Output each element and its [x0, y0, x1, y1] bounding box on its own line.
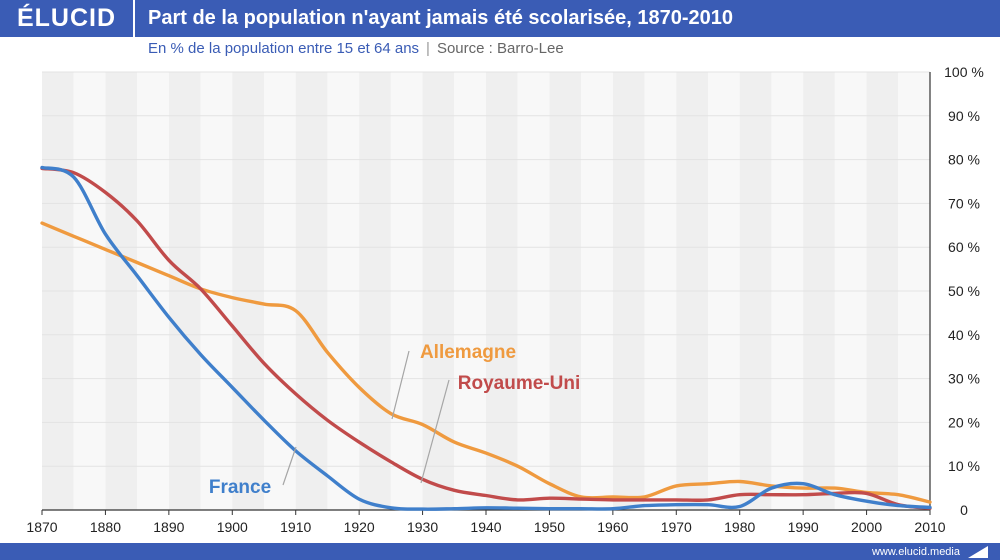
- subtitle-separator: |: [426, 39, 430, 57]
- x-tick-label: 1960: [597, 519, 628, 535]
- x-tick-label: 2010: [914, 519, 945, 535]
- source-text: Source : Barro-Lee: [436, 39, 564, 57]
- x-tick-label: 1880: [90, 519, 121, 535]
- x-tick-label: 1940: [470, 519, 501, 535]
- line-chart: 1870 1880 1890 1900 1910 1920 1930 1940 1950 1960…: [26, 64, 984, 535]
- y-tick-label: 100 %: [944, 64, 984, 80]
- leader-line-royaume-uni: [420, 379, 450, 484]
- series-lines: [40, 165, 932, 511]
- x-tick-label: 1970: [661, 519, 692, 535]
- x-tick-label: 1990: [788, 519, 819, 535]
- x-tick-label: 1950: [534, 519, 565, 535]
- y-tick-label: 70 %: [948, 195, 980, 211]
- elucid-mark-icon: [968, 546, 988, 558]
- y-tick-label: 80 %: [948, 152, 980, 168]
- x-tick-labels: 1870 1880 1890 1900 1910 1920 1930 1940 1950 1960…: [26, 510, 946, 535]
- x-tick-label: 1980: [724, 519, 755, 535]
- x-tick-label: 1910: [280, 519, 311, 535]
- subtitle-text: En % de la population entre 15 et 64 ans: [148, 39, 420, 57]
- y-tick-label: 60 %: [948, 239, 980, 255]
- y-tick-label: 10 %: [948, 458, 980, 474]
- gridlines: [42, 71, 930, 467]
- series-label-royaume-uni: Royaume-Uni: [458, 373, 580, 394]
- series-line-royaume-uni: [40, 166, 932, 510]
- y-tick-label: 90 %: [948, 108, 980, 124]
- x-tick-label: 2000: [851, 519, 882, 535]
- y-tick-label: 40 %: [948, 327, 980, 343]
- y-tick-label: 30 %: [948, 371, 980, 387]
- series-labels: France Allemagne Royaume-Uni: [209, 342, 580, 498]
- series-label-allemagne: Allemagne: [420, 342, 516, 363]
- series-label-france: France: [209, 477, 271, 498]
- series-line-france: [40, 165, 932, 511]
- footer-bar: www.elucid.media: [0, 543, 1000, 560]
- x-tick-label: 1890: [153, 519, 184, 535]
- header-bar: ÉLUCID Part de la population n'ayant jam…: [0, 0, 1000, 37]
- logo-divider: [133, 0, 135, 37]
- y-tick-label: 0: [960, 502, 968, 518]
- footer-url[interactable]: www.elucid.media: [871, 545, 960, 558]
- y-tick-label: 50 %: [948, 283, 980, 299]
- x-tick-label: 1930: [407, 519, 438, 535]
- x-tick-label: 1900: [217, 519, 248, 535]
- leader-line-allemagne: [391, 350, 410, 420]
- chart-subtitle: En % de la population entre 15 et 64 ans…: [148, 38, 564, 58]
- y-tick-label: 20 %: [948, 414, 980, 430]
- y-tick-labels: 0 10 % 20 % 30 % 40 % 50 % 60 % 70 % 80 % 90 % 100…: [944, 64, 984, 518]
- x-tick-label: 1920: [344, 519, 375, 535]
- x-tick-label: 1870: [26, 519, 57, 535]
- leader-line-france: [282, 446, 297, 486]
- elucid-logo[interactable]: ÉLUCID: [16, 4, 117, 32]
- chart-title: Part de la population n'ayant jamais été…: [148, 7, 734, 29]
